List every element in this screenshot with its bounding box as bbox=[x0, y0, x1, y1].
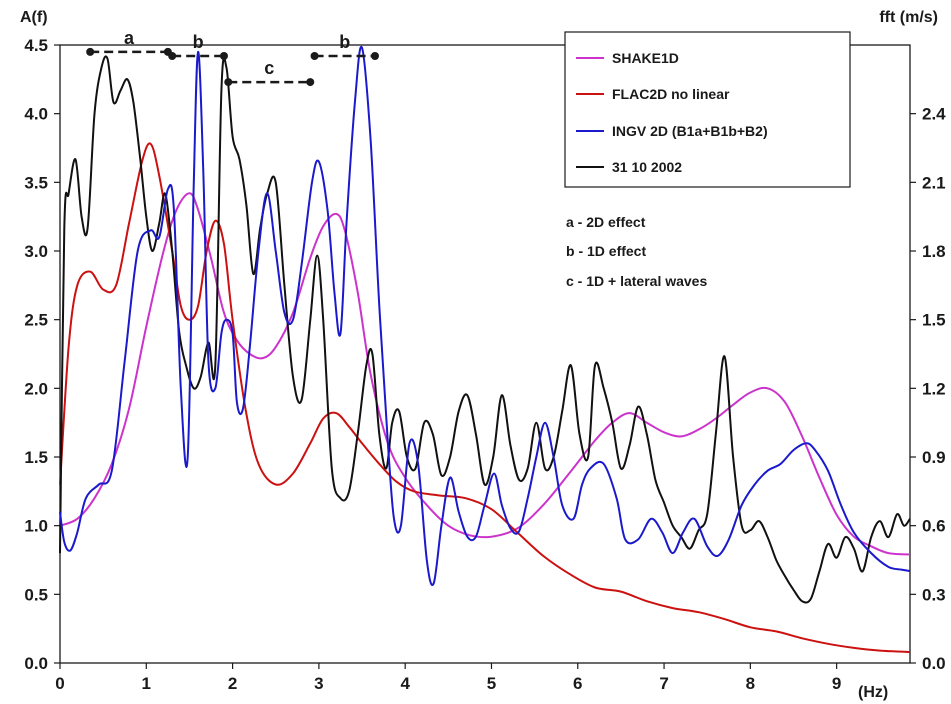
range-end-dot bbox=[370, 51, 379, 60]
y-axis-right-label: fft (m/s) bbox=[879, 9, 938, 26]
axes-layer: 0 1 2 3 4 5 6 7 8 9 0.0 0.5 1.0 1.5 2.0 2.5 3.0 3.5 4.0 4.5… bbox=[24, 36, 946, 693]
y-right-tick-label: 0.6 bbox=[922, 517, 946, 536]
range-start-dot bbox=[168, 51, 177, 60]
range-start-dot bbox=[310, 51, 319, 60]
x-tick-label: 9 bbox=[832, 674, 841, 693]
legend-label-shake1d: SHAKE1D bbox=[612, 50, 679, 66]
legend: SHAKE1D FLAC2D no linear INGV 2D (B1a+B1… bbox=[564, 31, 851, 188]
range-start-dot bbox=[86, 47, 95, 56]
x-axis-label: (Hz) bbox=[858, 684, 888, 701]
y-left-tick-label: 0.0 bbox=[24, 654, 48, 673]
plot-frame bbox=[59, 44, 911, 664]
note-a: a - 2D effect bbox=[566, 214, 646, 230]
y-axis-left-label: A(f) bbox=[20, 9, 48, 26]
y-left-tick-label: 4.0 bbox=[24, 105, 48, 124]
x-tick-label: 1 bbox=[142, 674, 151, 693]
y-left-tick-label: 2.0 bbox=[24, 379, 48, 398]
range-start-dot bbox=[224, 78, 233, 87]
series-layer bbox=[59, 45, 911, 653]
legend-label-flac2d: FLAC2D no linear bbox=[612, 86, 730, 102]
series-line-flac2d bbox=[59, 142, 911, 653]
range-label-a: a bbox=[124, 28, 135, 48]
x-tick-label: 7 bbox=[659, 674, 668, 693]
series-line-recorded bbox=[59, 55, 911, 604]
x-tick-label: 6 bbox=[573, 674, 582, 693]
y-right-tick-label: 1.2 bbox=[922, 379, 946, 398]
range-label-b: b bbox=[193, 32, 204, 52]
x-tick-label: 4 bbox=[400, 674, 410, 693]
legend-box bbox=[564, 31, 851, 188]
y-left-tick-label: 2.5 bbox=[24, 311, 48, 330]
y-left-tick-label: 0.5 bbox=[24, 585, 48, 604]
y-right-tick-label: 1.8 bbox=[922, 242, 946, 261]
series-line-ingv2d bbox=[59, 45, 911, 586]
note-b: b - 1D effect bbox=[566, 243, 646, 259]
legend-label-ingv2d: INGV 2D (B1a+B1b+B2) bbox=[612, 123, 768, 139]
range-end-dot bbox=[219, 51, 228, 60]
y-left-tick-label: 1.5 bbox=[24, 448, 48, 467]
x-tick-label: 3 bbox=[314, 674, 323, 693]
y-left-tick-label: 4.5 bbox=[24, 36, 48, 55]
x-tick-label: 5 bbox=[487, 674, 496, 693]
range-end-dot bbox=[306, 78, 315, 87]
x-tick-label: 2 bbox=[228, 674, 237, 693]
note-c: c - 1D + lateral waves bbox=[566, 273, 707, 289]
annotation-layer: a b c b bbox=[86, 28, 379, 87]
y-left-tick-label: 1.0 bbox=[24, 517, 48, 536]
range-label-c: c bbox=[264, 58, 274, 78]
y-right-tick-label: 0.0 bbox=[922, 654, 946, 673]
y-right-tick-label: 2.1 bbox=[922, 173, 946, 192]
legend-label-recorded: 31 10 2002 bbox=[612, 159, 682, 175]
range-label-b: b bbox=[339, 32, 350, 52]
y-right-tick-label: 0.9 bbox=[922, 448, 946, 467]
y-left-tick-label: 3.5 bbox=[24, 173, 48, 192]
x-tick-label: 0 bbox=[55, 674, 64, 693]
y-right-tick-label: 0.3 bbox=[922, 585, 946, 604]
x-tick-label: 8 bbox=[746, 674, 755, 693]
y-right-tick-label: 1.5 bbox=[922, 311, 946, 330]
y-left-tick-label: 3.0 bbox=[24, 242, 48, 261]
y-right-tick-label: 2.4 bbox=[922, 105, 946, 124]
